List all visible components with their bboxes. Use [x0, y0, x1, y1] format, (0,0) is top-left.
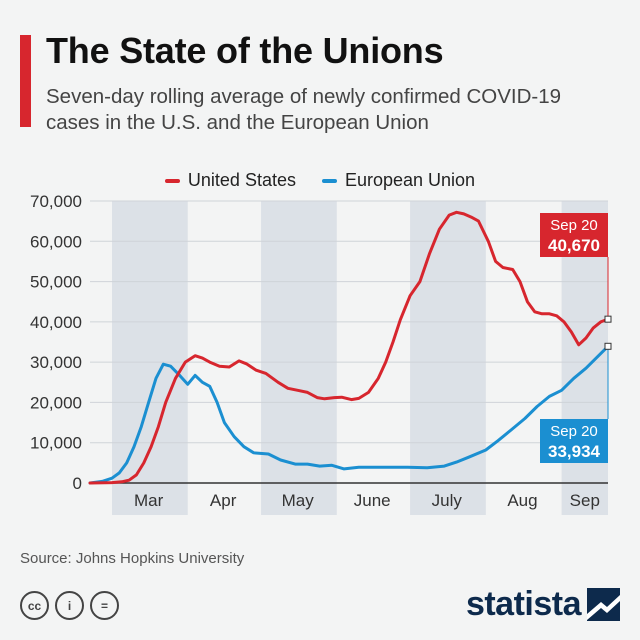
- x-tick-label: May: [282, 491, 315, 510]
- callout-date-eu: Sep 20: [550, 423, 598, 440]
- brand-name: statista: [465, 585, 582, 623]
- callout-date-us: Sep 20: [550, 217, 598, 234]
- x-tick-label: Sep: [570, 491, 600, 510]
- license-icons: cc i =: [20, 591, 119, 620]
- y-tick-label: 60,000: [30, 232, 82, 251]
- y-tick-label: 40,000: [30, 313, 82, 332]
- x-tick-label: June: [354, 491, 391, 510]
- x-tick-label: Aug: [507, 491, 537, 510]
- nd-icon: =: [90, 591, 119, 620]
- page-subtitle: Seven-day rolling average of newly confi…: [46, 85, 562, 134]
- legend-swatch-eu: [321, 178, 337, 183]
- legend-label-us: United States: [187, 170, 296, 190]
- callout-box-us: [540, 213, 608, 257]
- callout-value-eu: 33,934: [548, 442, 601, 461]
- by-icon: i: [55, 591, 84, 620]
- x-tick-label: July: [432, 491, 463, 510]
- y-tick-label: 20,000: [30, 393, 82, 412]
- brand: statista: [466, 585, 620, 624]
- callout-box-eu: [540, 419, 608, 463]
- legend-item-eu: European Union: [321, 170, 476, 191]
- statista-logo-icon: [587, 588, 620, 621]
- y-tick-label: 50,000: [30, 273, 82, 292]
- title-accent-bar: [20, 35, 31, 127]
- month-band-may: [261, 201, 337, 515]
- end-marker-us: [604, 315, 612, 323]
- y-tick-label: 0: [73, 474, 82, 493]
- month-band-july: [410, 201, 486, 515]
- legend-item-us: United States: [164, 170, 296, 191]
- y-tick-label: 70,000: [30, 192, 82, 211]
- y-tick-label: 30,000: [30, 353, 82, 372]
- callout-value-us: 40,670: [548, 236, 600, 255]
- series-line-eu: [88, 344, 610, 485]
- page-title: The State of the Unions: [46, 30, 444, 71]
- end-marker-eu: [604, 342, 612, 350]
- source-note: Source: Johns Hopkins University: [20, 550, 245, 567]
- series-line-us: [88, 210, 610, 485]
- x-tick-label: Mar: [134, 491, 164, 510]
- month-band-mar: [111, 201, 188, 515]
- chart-legend: United States European Union: [0, 170, 640, 191]
- y-tick-label: 10,000: [30, 434, 82, 453]
- legend-label-eu: European Union: [344, 170, 476, 190]
- legend-swatch-us: [164, 178, 180, 183]
- cc-icon: cc: [20, 591, 49, 620]
- x-tick-label: Apr: [210, 491, 237, 510]
